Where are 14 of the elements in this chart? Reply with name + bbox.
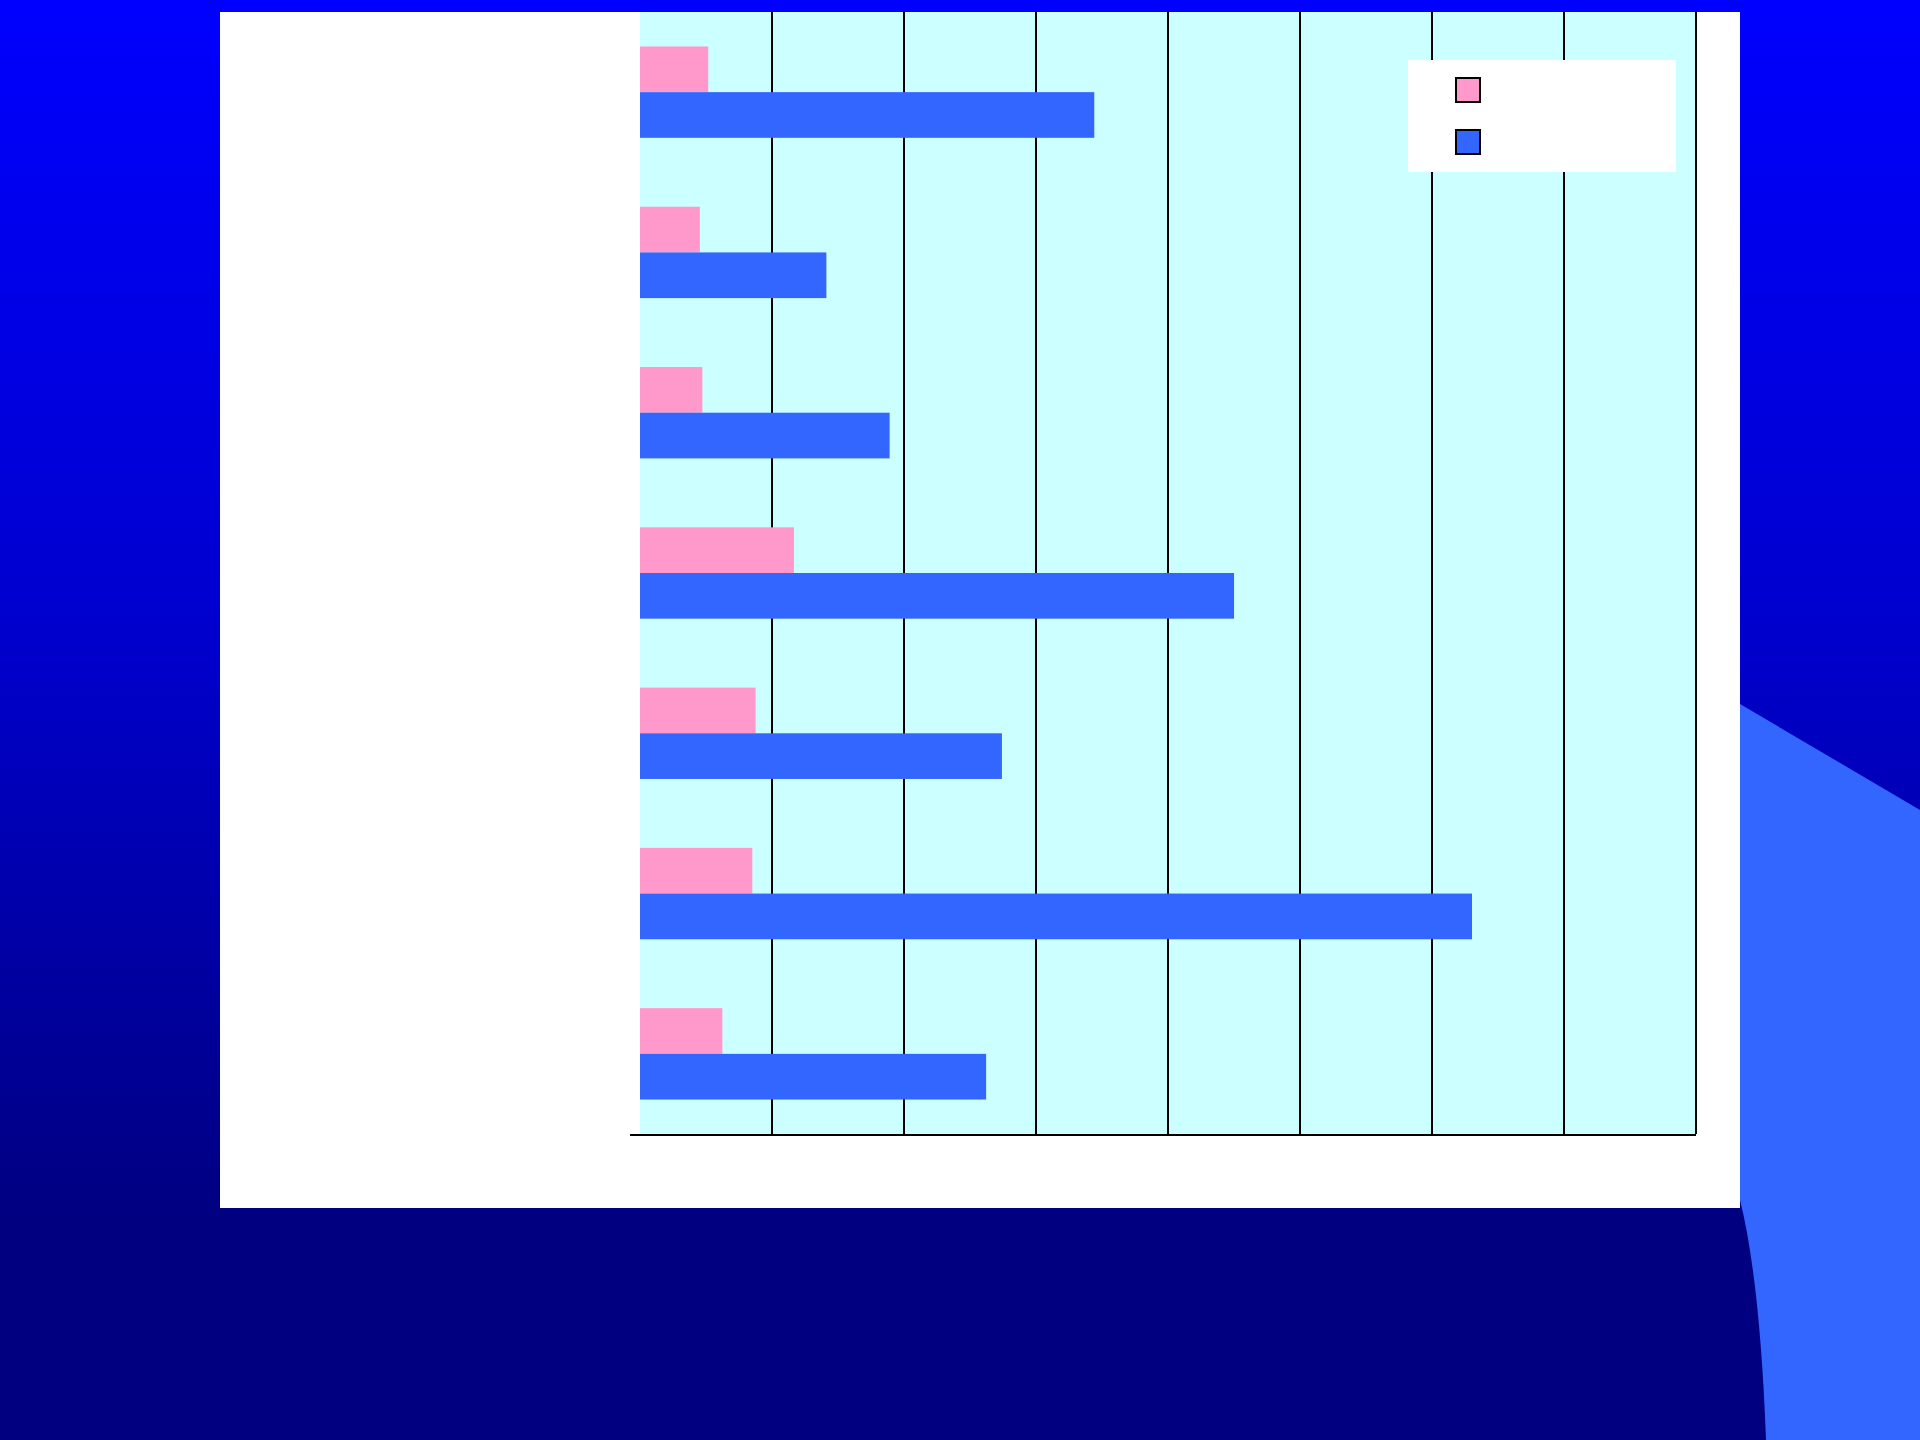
- bar: [640, 733, 1002, 779]
- bar: [640, 206, 700, 253]
- bar: [640, 573, 1235, 619]
- bar: [640, 92, 1095, 138]
- bar: [640, 412, 890, 459]
- bar: [640, 1053, 987, 1100]
- bar: [640, 687, 756, 734]
- bar: [640, 367, 703, 413]
- bar: [640, 1008, 723, 1054]
- bar: [640, 46, 709, 93]
- bar: [640, 527, 794, 573]
- bar: [640, 252, 827, 299]
- bar: [640, 847, 753, 894]
- bar: [640, 893, 1472, 940]
